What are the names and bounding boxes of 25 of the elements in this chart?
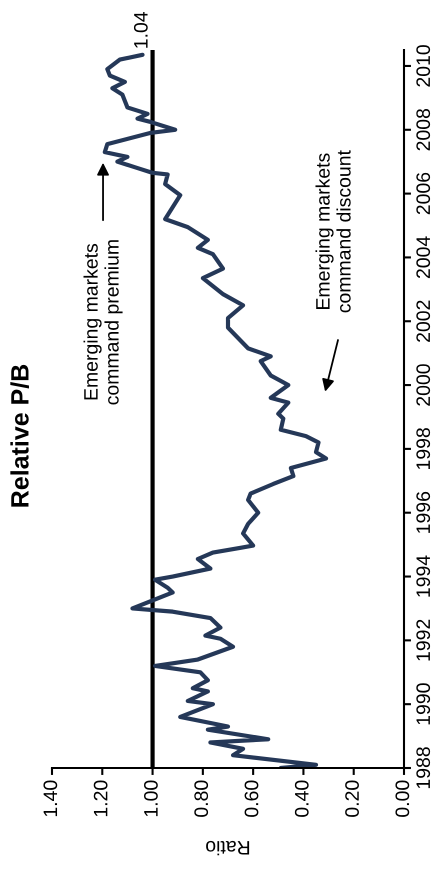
y-tick-label: 1996	[416, 492, 430, 533]
text: Relative P/B	[10, 364, 29, 507]
annotation: Emerging markets command discount	[315, 150, 351, 312]
x-tick-label: 1.00	[144, 780, 158, 816]
y-tick-label: 1992	[416, 620, 430, 660]
annotation: 1.04	[134, 12, 148, 48]
y-tick-label: 2008	[416, 108, 430, 150]
y-tick-label: 1990	[416, 683, 430, 724]
y-tick-label: 2004	[416, 236, 430, 278]
y-tick-label: 1998	[416, 428, 430, 470]
y-tick-label: 2000	[416, 364, 430, 406]
x-tick-label: 0.80	[194, 780, 208, 817]
annotation: Emerging markets command premium	[84, 240, 123, 404]
x-tick-label: 0.40	[294, 780, 309, 817]
x-tick-label: 1.40	[43, 780, 58, 816]
y-tick-label: 1988	[416, 747, 430, 788]
y-tick-label: 2002	[416, 300, 430, 342]
x-axis-title: Ratio	[206, 840, 250, 856]
x-tick-label: 0.60	[244, 780, 258, 817]
x-tick-label: 0.20	[345, 780, 359, 817]
x-tick-label: 1.20	[94, 780, 108, 816]
y-tick-label: 2010	[416, 45, 430, 87]
x-tick-label: 0.00	[395, 780, 410, 817]
y-tick-label: 1994	[416, 555, 430, 597]
y-tick-label: 2006	[416, 172, 430, 214]
